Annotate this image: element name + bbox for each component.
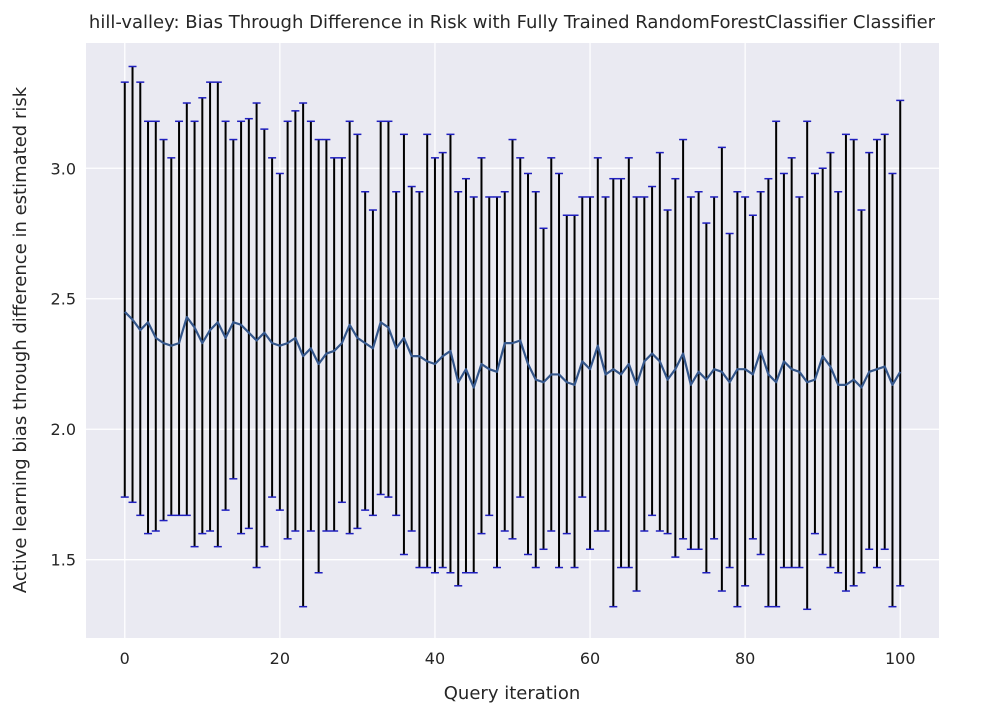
x-tick-label: 0 bbox=[120, 649, 130, 668]
x-ticks: 0 20 40 60 80 100 bbox=[120, 649, 916, 668]
y-axis-title: Active learning bias through difference … bbox=[10, 86, 31, 593]
y-tick-label: 3.0 bbox=[51, 159, 76, 178]
mean-line-group bbox=[123, 311, 902, 389]
x-axis-title: Query iteration bbox=[444, 683, 580, 704]
chart-title: hill-valley: Bias Through Difference in … bbox=[89, 12, 936, 33]
y-tick-label: 2.0 bbox=[51, 420, 76, 439]
x-tick-label: 100 bbox=[885, 649, 916, 668]
y-tick-label: 2.5 bbox=[51, 290, 76, 309]
y-tick-label: 1.5 bbox=[51, 551, 76, 570]
x-tick-label: 60 bbox=[580, 649, 600, 668]
x-tick-label: 80 bbox=[735, 649, 755, 668]
x-tick-label: 20 bbox=[270, 649, 290, 668]
x-tick-label: 40 bbox=[425, 649, 445, 668]
mean-line bbox=[123, 311, 902, 389]
y-ticks: 1.5 2.0 2.5 3.0 bbox=[51, 159, 76, 569]
